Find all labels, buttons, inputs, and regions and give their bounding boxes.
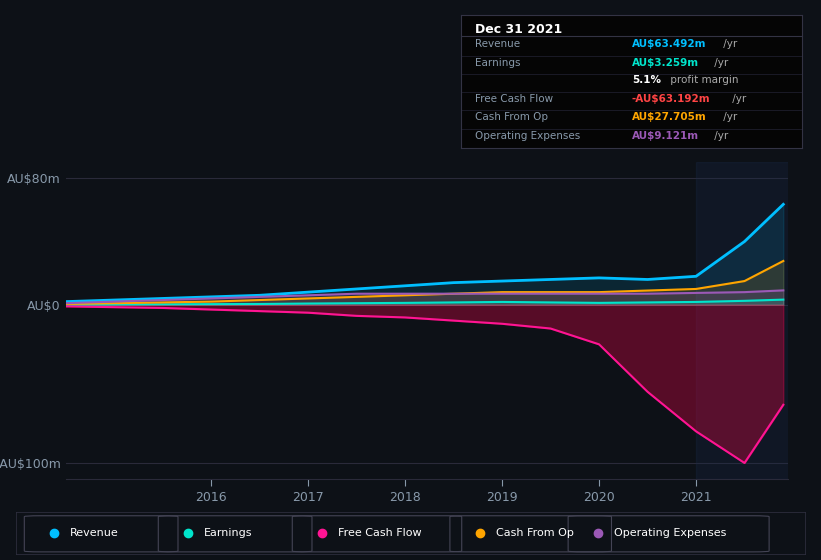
- Text: Earnings: Earnings: [204, 529, 253, 538]
- Text: AU$3.259m: AU$3.259m: [632, 58, 699, 68]
- Text: Cash From Op: Cash From Op: [496, 529, 574, 538]
- Text: -AU$63.192m: -AU$63.192m: [632, 94, 710, 104]
- Text: Free Cash Flow: Free Cash Flow: [338, 529, 422, 538]
- Text: /yr: /yr: [720, 39, 737, 49]
- Text: Free Cash Flow: Free Cash Flow: [475, 94, 553, 104]
- Text: Operating Expenses: Operating Expenses: [475, 131, 580, 141]
- Text: Revenue: Revenue: [70, 529, 119, 538]
- Bar: [696, 162, 793, 479]
- Text: 5.1%: 5.1%: [632, 75, 661, 85]
- Text: /yr: /yr: [712, 131, 729, 141]
- Text: /yr: /yr: [729, 94, 746, 104]
- Text: /yr: /yr: [720, 113, 737, 123]
- Text: AU$27.705m: AU$27.705m: [632, 113, 707, 123]
- Text: profit margin: profit margin: [667, 75, 739, 85]
- Text: Dec 31 2021: Dec 31 2021: [475, 23, 562, 36]
- Text: Cash From Op: Cash From Op: [475, 113, 548, 123]
- Text: Earnings: Earnings: [475, 58, 521, 68]
- Text: Operating Expenses: Operating Expenses: [614, 529, 727, 538]
- Text: AU$63.492m: AU$63.492m: [632, 39, 706, 49]
- Text: /yr: /yr: [712, 58, 729, 68]
- Text: Revenue: Revenue: [475, 39, 521, 49]
- Text: AU$9.121m: AU$9.121m: [632, 131, 699, 141]
